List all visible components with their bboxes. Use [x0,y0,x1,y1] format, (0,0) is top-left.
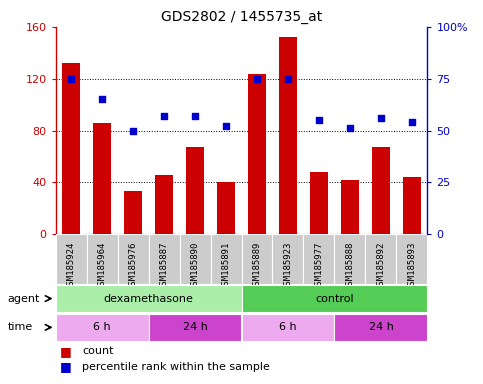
Bar [155,175,173,234]
Text: percentile rank within the sample: percentile rank within the sample [82,362,270,372]
Text: control: control [315,293,354,304]
Text: count: count [82,346,114,356]
Bar [242,313,334,341]
Bar [186,147,204,234]
Text: 24 h: 24 h [369,322,394,333]
Bar [149,234,180,284]
Point [408,119,416,125]
Text: dexamethasone: dexamethasone [103,293,194,304]
Point [191,113,199,119]
Point [67,76,75,82]
Point [98,96,106,103]
Bar [303,234,334,284]
Text: GSM185889: GSM185889 [253,242,261,290]
Bar [124,192,142,234]
Title: GDS2802 / 1455735_at: GDS2802 / 1455735_at [161,10,322,25]
Bar [242,285,427,313]
Bar [180,234,211,284]
Bar [334,313,427,341]
Bar [341,180,359,234]
Bar [93,123,112,234]
Point [315,117,323,123]
Point [160,113,168,119]
Text: GSM185893: GSM185893 [408,242,416,290]
Bar [211,234,242,284]
Text: GSM185891: GSM185891 [222,242,230,290]
Point [222,123,230,129]
Bar [62,63,80,234]
Bar [366,234,397,284]
Bar [272,234,303,284]
Text: GSM185887: GSM185887 [159,242,169,290]
Text: GSM185977: GSM185977 [314,242,324,290]
Text: GSM185890: GSM185890 [190,242,199,290]
Bar [149,313,242,341]
Bar [279,37,297,234]
Bar [56,234,86,284]
Text: GSM185888: GSM185888 [345,242,355,290]
Text: 24 h: 24 h [183,322,208,333]
Point [253,76,261,82]
Point [129,127,137,134]
Text: 6 h: 6 h [93,322,111,333]
Text: GSM185976: GSM185976 [128,242,138,290]
Bar [310,172,328,234]
Text: ■: ■ [60,345,76,358]
Bar [242,234,272,284]
Text: time: time [7,322,32,333]
Text: GSM185923: GSM185923 [284,242,293,290]
Bar [56,313,149,341]
Text: GSM185924: GSM185924 [67,242,75,290]
Text: agent: agent [7,293,40,304]
Bar [56,285,242,313]
Bar [334,234,366,284]
Bar [372,147,390,234]
Text: 6 h: 6 h [279,322,297,333]
Bar [397,234,427,284]
Point [284,76,292,82]
Text: GSM185964: GSM185964 [98,242,107,290]
Point [346,126,354,132]
Bar [248,73,266,234]
Bar [86,234,117,284]
Text: GSM185892: GSM185892 [376,242,385,290]
Bar [403,177,421,234]
Bar [217,182,235,234]
Point [377,115,385,121]
Text: ■: ■ [60,360,76,373]
Bar [117,234,149,284]
